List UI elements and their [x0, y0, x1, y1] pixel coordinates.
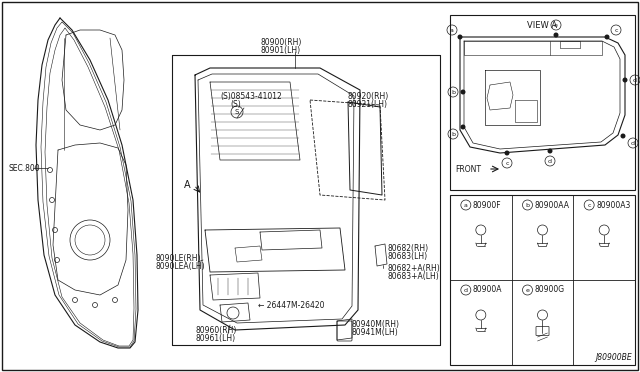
Circle shape [547, 148, 552, 154]
Text: c: c [588, 202, 591, 208]
Text: 80683(LH): 80683(LH) [388, 253, 428, 262]
Text: b: b [525, 202, 529, 208]
Text: 80920(RH): 80920(RH) [348, 92, 389, 100]
Text: 80940M(RH): 80940M(RH) [352, 321, 400, 330]
Circle shape [461, 125, 465, 129]
Text: 80900(RH): 80900(RH) [261, 38, 302, 46]
Text: (S): (S) [230, 99, 241, 109]
Text: J80900BE: J80900BE [595, 353, 632, 362]
Text: 80960(RH): 80960(RH) [195, 326, 236, 334]
Text: FRONT: FRONT [455, 164, 481, 173]
Text: e: e [525, 288, 529, 292]
Circle shape [458, 35, 463, 39]
Text: 80900A3: 80900A3 [596, 201, 630, 209]
Text: 80682(RH): 80682(RH) [388, 244, 429, 253]
Circle shape [621, 134, 625, 138]
Text: 80900A: 80900A [473, 285, 502, 295]
Text: d: d [631, 141, 635, 145]
Text: 80682+A(RH): 80682+A(RH) [388, 263, 441, 273]
Text: ← 26447M-26420: ← 26447M-26420 [258, 301, 324, 310]
Text: A: A [184, 180, 190, 190]
Text: VIEW A: VIEW A [527, 20, 557, 29]
Text: d: d [464, 288, 468, 292]
Text: 80921(LH): 80921(LH) [348, 99, 388, 109]
Circle shape [623, 77, 627, 83]
Text: c: c [505, 160, 509, 166]
Text: (S)08543-41012: (S)08543-41012 [220, 92, 282, 100]
Text: e: e [554, 22, 558, 28]
Text: 80901(LH): 80901(LH) [261, 45, 301, 55]
Text: 8090LE(RH): 8090LE(RH) [155, 253, 200, 263]
Text: 80900F: 80900F [473, 201, 502, 209]
Text: c: c [614, 28, 618, 32]
Text: a: a [450, 28, 454, 32]
Text: 80683+A(LH): 80683+A(LH) [388, 273, 440, 282]
Text: d: d [633, 77, 637, 83]
Circle shape [605, 35, 609, 39]
Circle shape [461, 90, 465, 94]
Text: 80900G: 80900G [534, 285, 564, 295]
Circle shape [504, 151, 509, 155]
Bar [450, 195, 635, 365]
Text: S: S [235, 109, 239, 115]
Text: a: a [464, 202, 468, 208]
Circle shape [554, 32, 559, 38]
Text: b: b [451, 90, 455, 94]
Text: 80941M(LH): 80941M(LH) [352, 328, 399, 337]
Text: SEC.800: SEC.800 [8, 164, 40, 173]
Text: 8090LEA(LH): 8090LEA(LH) [155, 263, 205, 272]
Text: d: d [548, 158, 552, 164]
Text: 80961(LH): 80961(LH) [195, 334, 235, 343]
Text: b: b [451, 131, 455, 137]
Bar [450, 15, 635, 190]
Text: 80900AA: 80900AA [534, 201, 570, 209]
